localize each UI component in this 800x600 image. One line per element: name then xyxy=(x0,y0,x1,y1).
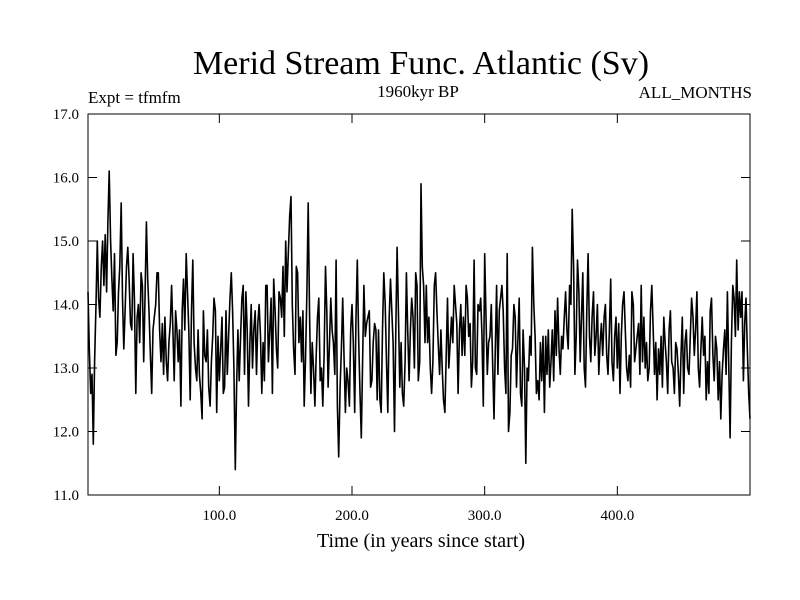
x-tick-label: 100.0 xyxy=(202,508,236,524)
y-tick-label: 11.0 xyxy=(53,488,79,504)
y-tick-label: 12.0 xyxy=(53,425,79,441)
experiment-label: Expt = tfmfm xyxy=(88,88,181,107)
chart-title: Merid Stream Func. Atlantic (Sv) xyxy=(193,45,649,82)
months-label: ALL_MONTHS xyxy=(639,83,752,102)
x-axis: 100.0 200.0 300.0 400.0 xyxy=(202,114,634,524)
y-tick-label: 13.0 xyxy=(53,361,79,377)
y-axis: 11.0 12.0 13.0 14.0 15.0 16.0 17.0 xyxy=(53,107,750,504)
y-tick-label: 17.0 xyxy=(53,107,79,123)
x-tick-label: 400.0 xyxy=(600,508,634,524)
x-tick-label: 300.0 xyxy=(468,508,502,524)
series-line xyxy=(87,170,751,471)
y-tick-label: 15.0 xyxy=(53,234,79,250)
x-tick-label: 200.0 xyxy=(335,508,369,524)
y-tick-label: 14.0 xyxy=(53,298,79,314)
period-label: 1960kyr BP xyxy=(377,82,459,101)
x-axis-label: Time (in years since start) xyxy=(317,530,525,552)
y-tick-label: 16.0 xyxy=(53,171,79,187)
